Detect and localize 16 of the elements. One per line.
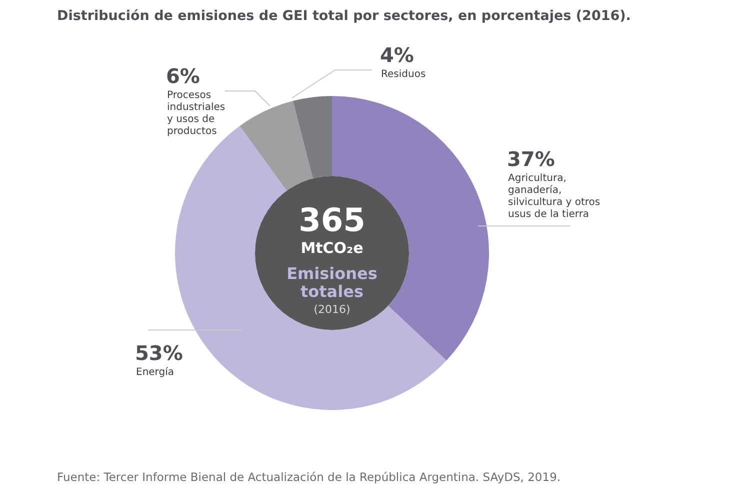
data-label: 37% [507, 147, 555, 171]
chart-title: Distribución de emisiones de GEI total por sectores, en porcentajes (2016). [57, 8, 631, 24]
slice-label: Energía [136, 367, 174, 378]
slice-label: Residuos [381, 69, 426, 80]
text: MtCO₂e [300, 239, 364, 257]
slice-label: Procesos industriales y usos de productos [167, 90, 226, 137]
data-label: 4% [380, 43, 414, 67]
text: Emisiones totales [286, 264, 378, 301]
data-label: 53% [135, 341, 183, 365]
text: 365 [298, 201, 366, 239]
text: (2016) [314, 303, 350, 316]
data-label: 6% [166, 64, 200, 88]
donut-slice [240, 100, 313, 191]
source-note: Fuente: Tercer Informe Bienal de Actualización de la República Argentina. SAyDS, 2019. [57, 470, 561, 484]
slice-label: Agricultura, ganadería, silvicultura y otros usus de la tierra [508, 173, 600, 220]
donut-slice [292, 96, 332, 178]
